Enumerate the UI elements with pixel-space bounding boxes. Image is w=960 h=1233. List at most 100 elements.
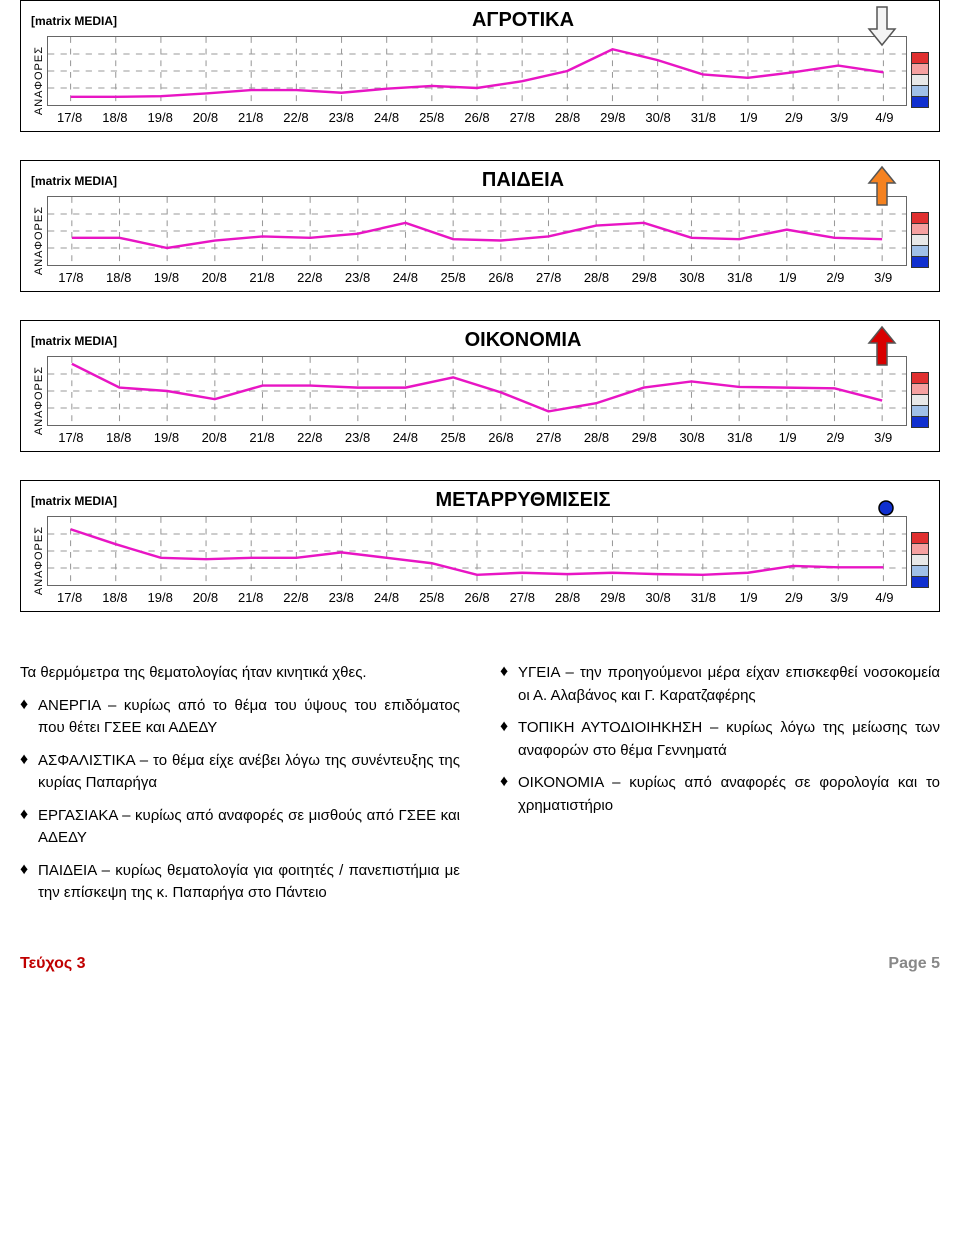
x-tick-label: 24/8 [381,270,429,285]
x-tick-label: 17/8 [47,590,92,605]
legend-color-scale [911,212,929,267]
x-tick-label: 29/8 [590,110,635,125]
legend-swatch [911,256,929,268]
page-number: Page 5 [888,955,940,973]
y-axis-label: ΑΝΑΦΟΡΕΣ [31,206,47,275]
text-section: Τα θερμόμετρα της θεματολογίας ήταν κινη… [20,662,940,915]
plot-wrap: 17/818/819/820/821/822/823/824/825/826/8… [47,516,907,605]
bullet-item: ♦ΑΣΦΑΛΙΣΤΙΚΑ – το θέμα είχε ανέβει λόγω … [20,750,460,795]
x-axis: 17/818/819/820/821/822/823/824/825/826/8… [47,266,907,285]
x-tick-label: 27/8 [525,270,573,285]
x-tick-label: 31/8 [681,590,726,605]
arrow-down-icon [867,5,897,47]
bullet-dot-icon: ♦ [20,860,38,905]
x-tick-label: 18/8 [95,430,143,445]
charts-container: [matrix MEDIA]ΑΓΡΟΤΙΚΑ ΑΝΑΦΟΡΕΣ17/818/81… [20,0,940,612]
chart-body: ΑΝΑΦΟΡΕΣ17/818/819/820/821/822/823/824/8… [31,36,929,125]
bullet-dot-icon: ♦ [20,695,38,740]
chart-title: ΠΑΙΔΕΙΑ [117,169,929,192]
x-tick-label: 2/9 [812,430,860,445]
x-tick-label: 17/8 [47,430,95,445]
bullet-item: ♦ ΕΡΓΑΣΙΑΚΑ – κυρίως από αναφορές σε μισ… [20,805,460,850]
x-tick-label: 30/8 [668,430,716,445]
x-tick-label: 19/8 [138,590,183,605]
chart-block: [matrix MEDIA]ΑΓΡΟΤΙΚΑ ΑΝΑΦΟΡΕΣ17/818/81… [20,0,940,132]
x-tick-label: 19/8 [138,110,183,125]
x-tick-label: 30/8 [668,270,716,285]
x-tick-label: 25/8 [409,110,454,125]
bullet-item: ♦ ΠΑΙΔΕΙΑ – κυρίως θεματολογία για φοιτη… [20,860,460,905]
x-tick-label: 26/8 [454,110,499,125]
x-tick-label: 3/9 [859,270,907,285]
x-axis: 17/818/819/820/821/822/823/824/825/826/8… [47,106,907,125]
bullet-item: ♦ΟΙΚΟΝΟΜΙΑ – κυρίως από αναφορές σε φορο… [500,772,940,817]
x-tick-label: 22/8 [273,590,318,605]
intro-text: Τα θερμόμετρα της θεματολογίας ήταν κινη… [20,662,460,685]
chart-body: ΑΝΑΦΟΡΕΣ17/818/819/820/821/822/823/824/8… [31,516,929,605]
issue-label: Τεύχος 3 [20,955,86,973]
bullet-text: ΟΙΚΟΝΟΜΙΑ – κυρίως από αναφορές σε φορολ… [518,772,940,817]
x-tick-label: 20/8 [190,430,238,445]
chart-header: [matrix MEDIA]ΠΑΙΔΕΙΑ [31,169,929,192]
x-tick-label: 26/8 [454,590,499,605]
brand-logo: [matrix MEDIA] [31,174,117,188]
x-tick-label: 25/8 [409,590,454,605]
x-tick-label: 26/8 [477,270,525,285]
plot-area [47,36,907,106]
x-tick-label: 27/8 [500,110,545,125]
bullet-text: ΑΝΕΡΓΙΑ – κυρίως από το θέμα του ύψους τ… [38,695,460,740]
x-tick-label: 28/8 [573,270,621,285]
x-tick-label: 24/8 [364,110,409,125]
chart-block: [matrix MEDIA]ΟΙΚΟΝΟΜΙΑ ΑΝΑΦΟΡΕΣ17/818/8… [20,320,940,452]
chart-title: ΑΓΡΟΤΙΚΑ [117,9,929,32]
x-tick-label: 18/8 [95,270,143,285]
chart-header: [matrix MEDIA]ΑΓΡΟΤΙΚΑ [31,9,929,32]
x-tick-label: 29/8 [590,590,635,605]
bullet-dot-icon: ♦ [500,772,518,817]
x-axis: 17/818/819/820/821/822/823/824/825/826/8… [47,426,907,445]
bullet-dot-icon: ♦ [500,662,518,707]
x-tick-label: 18/8 [92,590,137,605]
y-axis-label: ΑΝΑΦΟΡΕΣ [31,526,47,595]
x-tick-label: 25/8 [429,430,477,445]
dot-indicator-icon [877,499,895,517]
arrow-up-icon [867,165,897,207]
x-tick-label: 2/9 [812,270,860,285]
x-tick-label: 23/8 [319,590,364,605]
x-tick-label: 1/9 [764,430,812,445]
bullet-item: ♦ΑΝΕΡΓΙΑ – κυρίως από το θέμα του ύψους … [20,695,460,740]
chart-block: [matrix MEDIA]ΜΕΤΑΡΡΥΘΜΙΣΕΙΣ ΑΝΑΦΟΡΕΣ17/… [20,480,940,612]
x-tick-label: 2/9 [771,590,816,605]
bullet-text: ΤΟΠΙΚΗ ΑΥΤΟΔΙΟΙΗΚΗΣΗ – κυρίως λόγω της μ… [518,717,940,762]
x-tick-label: 19/8 [143,270,191,285]
legend-swatch [911,576,929,588]
x-tick-label: 29/8 [620,270,668,285]
bullet-text: ΠΑΙΔΕΙΑ – κυρίως θεματολογία για φοιτητέ… [38,860,460,905]
bullet-item: ♦ΤΟΠΙΚΗ ΑΥΤΟΔΙΟΙΗΚΗΣΗ – κυρίως λόγω της … [500,717,940,762]
x-tick-label: 31/8 [681,110,726,125]
x-tick-label: 4/9 [862,110,907,125]
x-tick-label: 28/8 [573,430,621,445]
legend-swatch [911,416,929,428]
chart-block: [matrix MEDIA]ΠΑΙΔΕΙΑ ΑΝΑΦΟΡΕΣ17/818/819… [20,160,940,292]
x-tick-label: 20/8 [190,270,238,285]
page-footer: Τεύχος 3 Page 5 [20,955,940,973]
plot-area [47,196,907,266]
x-tick-label: 31/8 [716,270,764,285]
plot-wrap: 17/818/819/820/821/822/823/824/825/826/8… [47,196,907,285]
x-tick-label: 24/8 [381,430,429,445]
x-tick-label: 28/8 [545,590,590,605]
x-tick-label: 19/8 [143,430,191,445]
x-tick-label: 21/8 [228,110,273,125]
chart-header: [matrix MEDIA]ΟΙΚΟΝΟΜΙΑ [31,329,929,352]
arrow-up-icon [867,325,897,367]
x-tick-label: 3/9 [859,430,907,445]
left-column: Τα θερμόμετρα της θεματολογίας ήταν κινη… [20,662,460,915]
chart-header: [matrix MEDIA]ΜΕΤΑΡΡΥΘΜΙΣΕΙΣ [31,489,929,512]
x-tick-label: 1/9 [726,590,771,605]
x-tick-label: 27/8 [500,590,545,605]
x-tick-label: 23/8 [334,270,382,285]
x-tick-label: 18/8 [92,110,137,125]
plot-area [47,356,907,426]
chart-body: ΑΝΑΦΟΡΕΣ17/818/819/820/821/822/823/824/8… [31,196,929,285]
